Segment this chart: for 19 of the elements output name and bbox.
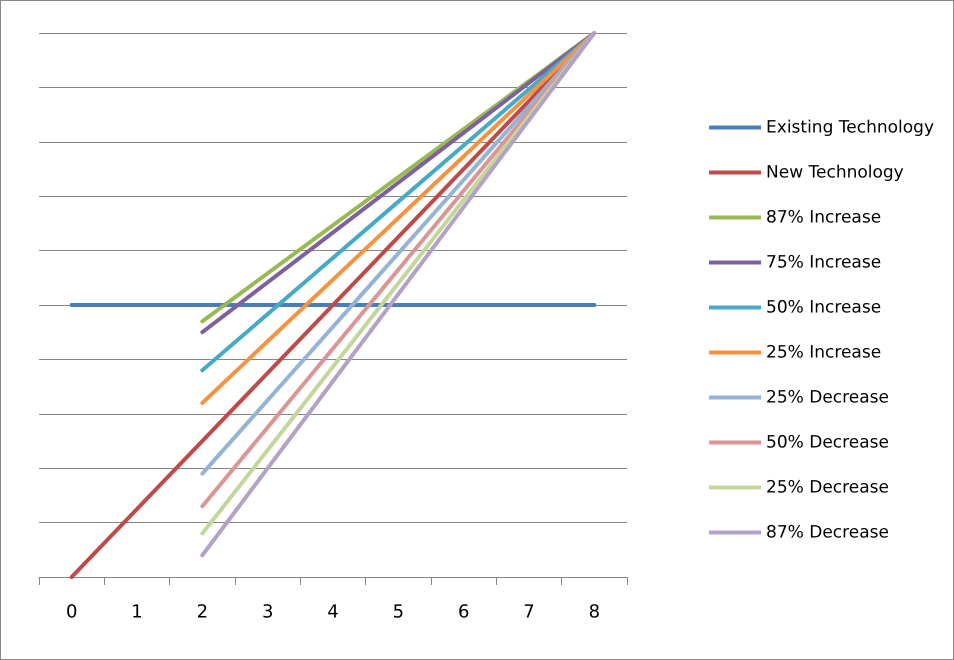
x-tick-label: 1 [131,602,143,622]
x-tick-label: 3 [262,602,274,622]
x-tick-label: 7 [523,602,535,622]
legend-label: 50% Decrease [766,432,889,452]
x-tick-label: 8 [588,602,600,622]
legend-label: Existing Technology [766,118,934,138]
legend-label: 50% Increase [766,298,882,318]
x-tick-label: 4 [327,602,339,622]
legend-label: 87% Increase [766,208,882,228]
x-tick-label: 5 [392,602,404,622]
legend-label: 25% Increase [766,342,882,362]
legend-label: 75% Increase [766,252,882,272]
x-tick-label: 2 [196,602,208,622]
x-tick-label: 0 [66,602,78,622]
legend-label: 25% Decrease [766,478,889,498]
legend-label: 87% Decrease [766,522,889,542]
legend-label: New Technology [766,162,904,182]
legend-label: 25% Decrease [766,388,889,408]
x-tick-label: 6 [458,602,470,622]
